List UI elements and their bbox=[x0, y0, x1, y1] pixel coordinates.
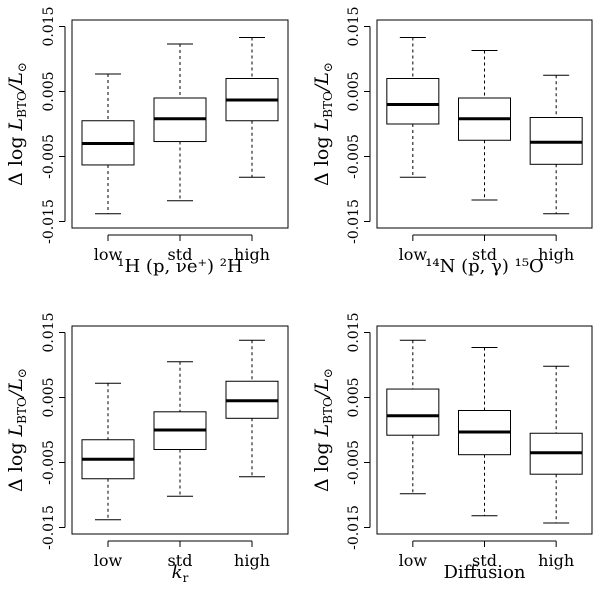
ylabel-delta: Δ log bbox=[311, 130, 333, 185]
box-high bbox=[529, 74, 583, 215]
x-tick-label: low bbox=[399, 551, 428, 570]
y-tick-label: 0.015 bbox=[41, 312, 57, 352]
plot-frame bbox=[71, 19, 289, 229]
box-std bbox=[458, 50, 511, 201]
y-tick-label: -0.015 bbox=[41, 505, 57, 550]
ylabel-sun: ⊙ bbox=[15, 368, 29, 378]
panel-3: 0.015 0.005 -0.005 -0.015 low std high Δ log LB… bbox=[5, 312, 289, 585]
y-tick-label: 0.005 bbox=[41, 377, 57, 417]
box-std bbox=[153, 43, 207, 202]
panel-1: 0.015 0.005 -0.005 -0.015 low std high Δ log LB… bbox=[5, 6, 289, 277]
x-tick-label: std bbox=[168, 245, 193, 264]
y-axis-label: Δ log LBTO/L⊙ bbox=[311, 62, 335, 186]
ylabel-sun: ⊙ bbox=[321, 368, 335, 378]
y-axis-label: Δ log LBTO/L⊙ bbox=[311, 368, 335, 492]
y-tick-label: 0.005 bbox=[41, 71, 57, 111]
panel-4: 0.015 0.005 -0.005 -0.015 low std high Δ log LB… bbox=[311, 312, 593, 583]
x-tick-label: high bbox=[538, 245, 574, 264]
iqr-box bbox=[386, 78, 440, 125]
x-axis-label: ¹H (p, νe⁺) ²H bbox=[117, 256, 242, 277]
ylabel-L2: L bbox=[5, 378, 27, 392]
ylabel-L2: L bbox=[5, 72, 27, 86]
box-std bbox=[153, 361, 207, 497]
ylabel-sep: / bbox=[5, 83, 27, 93]
y-tick-label: 0.015 bbox=[41, 6, 57, 46]
y-tick-label: 0.005 bbox=[346, 71, 362, 111]
box-low bbox=[386, 339, 440, 495]
xlabel-sub: r bbox=[183, 571, 189, 585]
y-tick-label: -0.005 bbox=[346, 134, 362, 179]
ylabel-L2: L bbox=[311, 72, 333, 86]
ylabel-L: L bbox=[5, 424, 27, 438]
iqr-box bbox=[386, 388, 440, 436]
ylabel-sep: / bbox=[311, 83, 333, 93]
ylabel-sub: BTO bbox=[321, 397, 335, 424]
box-high bbox=[225, 339, 279, 478]
plot-frame bbox=[376, 325, 593, 535]
ylabel-sub: BTO bbox=[15, 397, 29, 424]
ylabel-L: L bbox=[311, 424, 333, 438]
x-tick-label: low bbox=[94, 551, 123, 570]
xlabel-k: k bbox=[172, 562, 183, 583]
x-tick-label: low bbox=[94, 245, 123, 264]
ylabel-sep: / bbox=[311, 389, 333, 399]
ylabel-L2: L bbox=[311, 378, 333, 392]
y-tick-label: -0.015 bbox=[346, 199, 362, 244]
y-tick-label: -0.005 bbox=[41, 440, 57, 485]
y-tick-label: -0.015 bbox=[41, 199, 57, 244]
ylabel-L: L bbox=[5, 118, 27, 132]
x-tick-label: high bbox=[538, 551, 574, 570]
y-tick-label: 0.015 bbox=[346, 6, 362, 46]
x-tick-label: low bbox=[399, 245, 428, 264]
y-tick-label: 0.005 bbox=[346, 377, 362, 417]
ylabel-sun: ⊙ bbox=[15, 62, 29, 72]
box-std bbox=[458, 346, 511, 517]
x-axis-label: kr bbox=[172, 562, 189, 585]
ylabel-sep: / bbox=[5, 389, 27, 399]
x-tick-label: std bbox=[168, 551, 193, 570]
box-high bbox=[225, 37, 279, 178]
box-low bbox=[81, 382, 135, 521]
y-axis-label: Δ log LBTO/L⊙ bbox=[5, 62, 29, 186]
box-low bbox=[81, 73, 135, 215]
x-tick-label: std bbox=[472, 245, 497, 264]
ylabel-sub: BTO bbox=[15, 91, 29, 118]
x-tick-label: std bbox=[472, 551, 497, 570]
ylabel-sub: BTO bbox=[321, 91, 335, 118]
y-axis-label: Δ log LBTO/L⊙ bbox=[5, 368, 29, 492]
y-tick-label: -0.005 bbox=[41, 134, 57, 179]
ylabel-delta: Δ log bbox=[5, 130, 27, 185]
y-tick-label: 0.015 bbox=[346, 312, 362, 352]
ylabel-sun: ⊙ bbox=[321, 62, 335, 72]
ylabel-delta: Δ log bbox=[311, 436, 333, 491]
ylabel-L: L bbox=[311, 118, 333, 132]
plot-frame bbox=[71, 325, 289, 535]
ylabel-delta: Δ log bbox=[5, 436, 27, 491]
x-tick-label: high bbox=[234, 245, 270, 264]
panel-2: 0.015 0.005 -0.005 -0.015 low std high Δ log LB… bbox=[311, 6, 593, 277]
x-axis-label: ¹⁴N (p, γ) ¹⁵O bbox=[425, 256, 544, 277]
box-high bbox=[529, 365, 583, 524]
box-low bbox=[386, 37, 440, 178]
x-tick-label: high bbox=[234, 551, 270, 570]
x-axis-label: Diffusion bbox=[444, 562, 526, 583]
y-tick-label: -0.005 bbox=[346, 440, 362, 485]
y-tick-label: -0.015 bbox=[346, 505, 362, 550]
plot-frame bbox=[376, 19, 593, 229]
